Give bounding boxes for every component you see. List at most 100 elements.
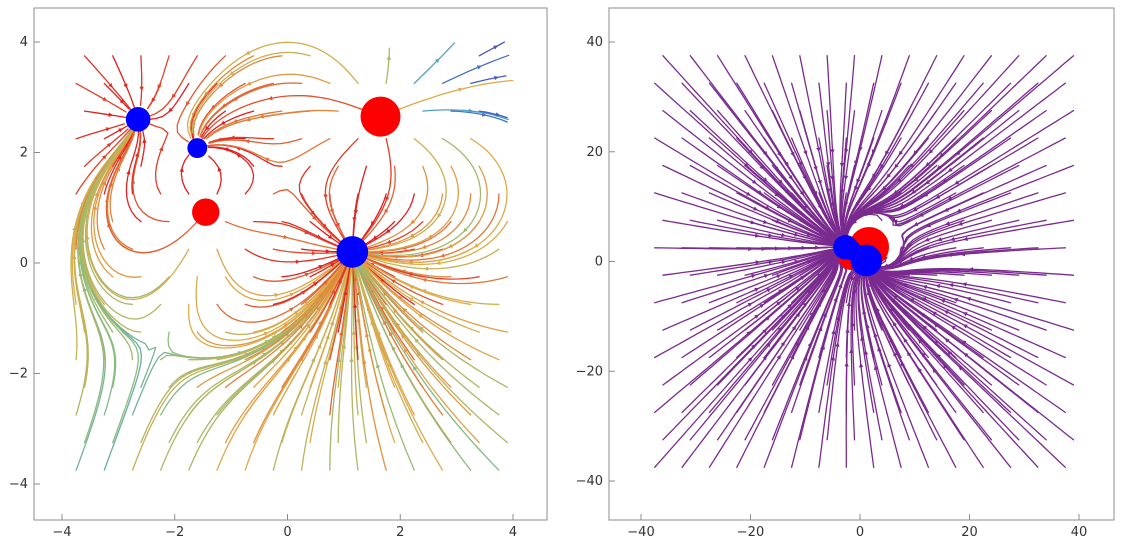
streamline-arrow — [329, 320, 335, 326]
x-tick-label: −20 — [737, 525, 764, 540]
streamline — [207, 146, 255, 195]
streamline — [189, 55, 255, 136]
streamline-arrow — [311, 250, 317, 256]
streamline-arrow — [815, 245, 820, 250]
streamline-arrow — [376, 363, 381, 369]
x-tick-label: 40 — [1071, 525, 1088, 540]
streamline — [871, 272, 1066, 414]
streamline — [147, 82, 190, 120]
streamline — [790, 256, 836, 304]
streamline — [850, 271, 860, 441]
streamline-arrow — [894, 163, 899, 169]
streamline-arrow — [323, 280, 328, 285]
streamline-arrow — [903, 337, 908, 343]
streamline — [865, 271, 938, 441]
streamline — [360, 193, 415, 249]
streamline — [208, 146, 255, 167]
x-tick-label: −2 — [165, 525, 184, 540]
streamline — [195, 259, 347, 342]
streamline — [875, 271, 1020, 331]
streamline — [197, 73, 331, 136]
streamline-arrow — [382, 291, 388, 297]
streamline — [662, 247, 837, 276]
streamline-arrow — [942, 364, 948, 369]
streamline-arrow — [352, 303, 358, 308]
streamline — [75, 82, 127, 113]
streamline-arrow — [283, 234, 289, 240]
streamline-arrow — [323, 359, 328, 365]
streamline — [362, 261, 480, 333]
streamline-arrow — [768, 233, 773, 238]
streamline — [662, 109, 838, 243]
streamline-arrow — [766, 342, 771, 348]
streamline-arrow — [260, 346, 266, 351]
streamline-arrow — [939, 152, 945, 158]
streamline-arrow — [316, 234, 322, 239]
streamline-arrow — [858, 362, 864, 368]
streamline-arrow — [495, 112, 501, 117]
streamline — [360, 258, 509, 333]
streamline — [868, 268, 1075, 441]
x-tick-label: 20 — [961, 525, 978, 540]
streamline — [662, 219, 837, 247]
streamline — [470, 75, 507, 85]
streamline — [75, 123, 125, 140]
streamline — [654, 137, 838, 244]
positive-charge — [192, 198, 220, 226]
streamline — [841, 109, 856, 237]
streamline-arrow — [781, 260, 787, 265]
streamline — [763, 254, 834, 304]
streamline — [818, 257, 839, 304]
streamline-arrow — [343, 290, 348, 296]
streamline — [244, 260, 347, 361]
axes-left: −4 −2 0 2 4 −4 −2 0 2 4 — [9, 35, 517, 540]
streamline — [867, 274, 984, 468]
y-tick-label: 20 — [586, 145, 603, 160]
streamline-arrow — [960, 251, 966, 257]
streamline — [208, 155, 222, 195]
streamline-arrow — [204, 91, 209, 97]
streamline-arrow — [230, 135, 235, 140]
streamline — [716, 248, 835, 276]
streamline-arrow — [809, 311, 814, 317]
streamline-arrow — [317, 343, 322, 349]
streamline — [148, 122, 169, 195]
streamline — [422, 109, 509, 121]
streamline — [360, 255, 509, 285]
streamline — [360, 263, 480, 388]
streamline-arrow — [774, 192, 780, 197]
streamline-arrow — [338, 330, 344, 336]
streamline-arrow — [401, 333, 406, 339]
streamline — [300, 248, 339, 253]
streamline-arrow — [159, 146, 164, 152]
streamline-arrow — [105, 127, 111, 132]
streamline — [300, 263, 343, 306]
streamline-arrow — [330, 289, 335, 295]
streamline-arrow — [119, 99, 125, 104]
streamline-arrow — [913, 150, 918, 155]
streamline — [253, 263, 344, 333]
streamline — [870, 274, 1066, 468]
streamline — [363, 259, 500, 306]
streamline-arrow — [873, 365, 879, 371]
streamline-arrow — [388, 362, 393, 368]
x-tick-label: 4 — [509, 525, 517, 540]
streamline — [364, 220, 424, 250]
streamplot-right: −40 −20 0 20 40 −40 −20 0 20 40 — [576, 7, 1115, 540]
streamline-arrow — [385, 228, 391, 234]
streamline-arrow — [955, 150, 961, 156]
streamline-arrow — [945, 221, 951, 226]
streamline — [826, 109, 843, 237]
streamline — [365, 165, 429, 249]
streamline-arrow — [87, 250, 92, 256]
streamline — [763, 254, 839, 359]
streamline-arrow — [958, 365, 964, 371]
streamline — [799, 251, 836, 276]
streamline-arrow — [303, 313, 309, 318]
streamline — [872, 269, 993, 331]
streamline-arrow — [947, 350, 952, 356]
streamline — [818, 82, 842, 237]
streamline-arrow — [806, 231, 812, 236]
streamline — [190, 82, 218, 140]
streamline — [771, 255, 838, 331]
